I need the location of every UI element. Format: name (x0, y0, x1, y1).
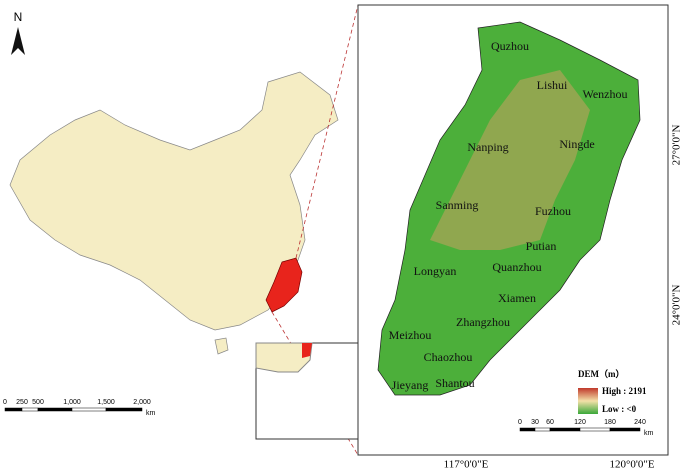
city-label: Longyan (414, 264, 457, 278)
scale-segment (71, 407, 107, 412)
legend-low: Low : <0 (602, 404, 637, 414)
north-arrow (11, 27, 25, 55)
city-label: Ningde (559, 137, 594, 151)
scale-segment (4, 407, 23, 412)
latitude-label: 27°0'0"N (671, 125, 683, 166)
scale-label: 180 (604, 419, 616, 426)
legend-high: High : 2191 (602, 386, 647, 396)
city-label: Xiamen (498, 291, 536, 305)
scale-segment (519, 427, 536, 432)
north-label: N (14, 10, 23, 24)
legend-ramp (578, 388, 598, 414)
longitude-label: 120°0'0"E (609, 459, 654, 471)
scale-label: 2,000 (133, 399, 151, 406)
fujian-highlight (265, 257, 303, 313)
scale-label: 240 (634, 419, 646, 426)
city-label: Putian (526, 239, 557, 253)
legend-title: DEM（m） (578, 369, 625, 379)
city-label: Zhangzhou (456, 315, 510, 329)
city-label: Nanping (467, 140, 508, 154)
scale-label: 250 (16, 399, 28, 406)
scale-unit: km (146, 410, 156, 417)
scale-label: 0 (3, 399, 7, 406)
city-label: Chaozhou (424, 350, 473, 364)
city-label: Jieyang (392, 378, 429, 392)
scale-segment (549, 427, 581, 432)
scale-segment (534, 427, 551, 432)
longitude-label: 117°0'0"E (444, 459, 489, 471)
scale-unit: km (644, 430, 654, 437)
latitude-label: 24°0'0"N (671, 285, 683, 326)
scale-label: 1,000 (63, 399, 81, 406)
city-label: Meizhou (389, 328, 432, 342)
scale-segment (579, 427, 611, 432)
city-label: Quzhou (491, 39, 529, 53)
scale-segment (21, 407, 39, 412)
city-label: Lishui (537, 78, 568, 92)
city-label: Fuzhou (535, 204, 571, 218)
city-label: Sanming (436, 198, 479, 212)
dem-highlands (430, 70, 590, 250)
scale-label: 1,500 (97, 399, 115, 406)
scale-segment (609, 427, 641, 432)
scale-label: 60 (546, 419, 554, 426)
scale-label: 30 (531, 419, 539, 426)
city-label: Shantou (435, 376, 474, 390)
scale-segment (37, 407, 73, 412)
scale-label: 120 (574, 419, 586, 426)
hainan (214, 337, 229, 355)
scale-segment (105, 407, 143, 412)
leader-line (295, 4, 359, 259)
china-map (9, 71, 339, 331)
inset-fujian (302, 343, 312, 358)
scale-label: 500 (32, 399, 44, 406)
scale-label: 0 (518, 419, 522, 426)
city-label: Quanzhou (492, 260, 541, 274)
city-label: Wenzhou (582, 87, 627, 101)
